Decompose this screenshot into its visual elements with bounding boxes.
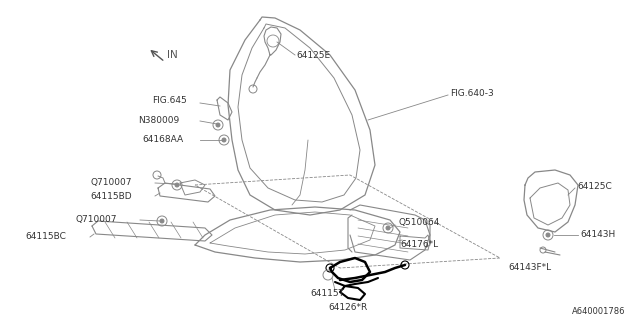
Text: 64143H: 64143H: [580, 229, 615, 238]
Text: A640001786: A640001786: [572, 308, 625, 316]
Text: 64125E: 64125E: [296, 51, 330, 60]
Text: 64143F*L: 64143F*L: [508, 263, 552, 273]
Circle shape: [216, 123, 220, 127]
Text: 64115BD: 64115BD: [90, 191, 132, 201]
Circle shape: [222, 138, 226, 142]
Text: FIG.645: FIG.645: [152, 95, 187, 105]
Circle shape: [546, 233, 550, 237]
Text: Q710007: Q710007: [90, 178, 131, 187]
Text: 64176*L: 64176*L: [400, 239, 438, 249]
Text: IN: IN: [167, 50, 178, 60]
Text: 64115BC: 64115BC: [25, 231, 66, 241]
Circle shape: [175, 183, 179, 187]
Text: 64125C: 64125C: [577, 181, 612, 190]
Circle shape: [386, 226, 390, 230]
Text: 64115T: 64115T: [310, 290, 344, 299]
Circle shape: [160, 219, 164, 223]
Text: FIG.640-3: FIG.640-3: [450, 89, 493, 98]
Text: Q710007: Q710007: [75, 214, 116, 223]
Text: 64168AA: 64168AA: [142, 134, 183, 143]
Text: Q510064: Q510064: [398, 218, 440, 227]
Text: N380009: N380009: [138, 116, 179, 124]
Text: 64126*R: 64126*R: [328, 303, 367, 313]
